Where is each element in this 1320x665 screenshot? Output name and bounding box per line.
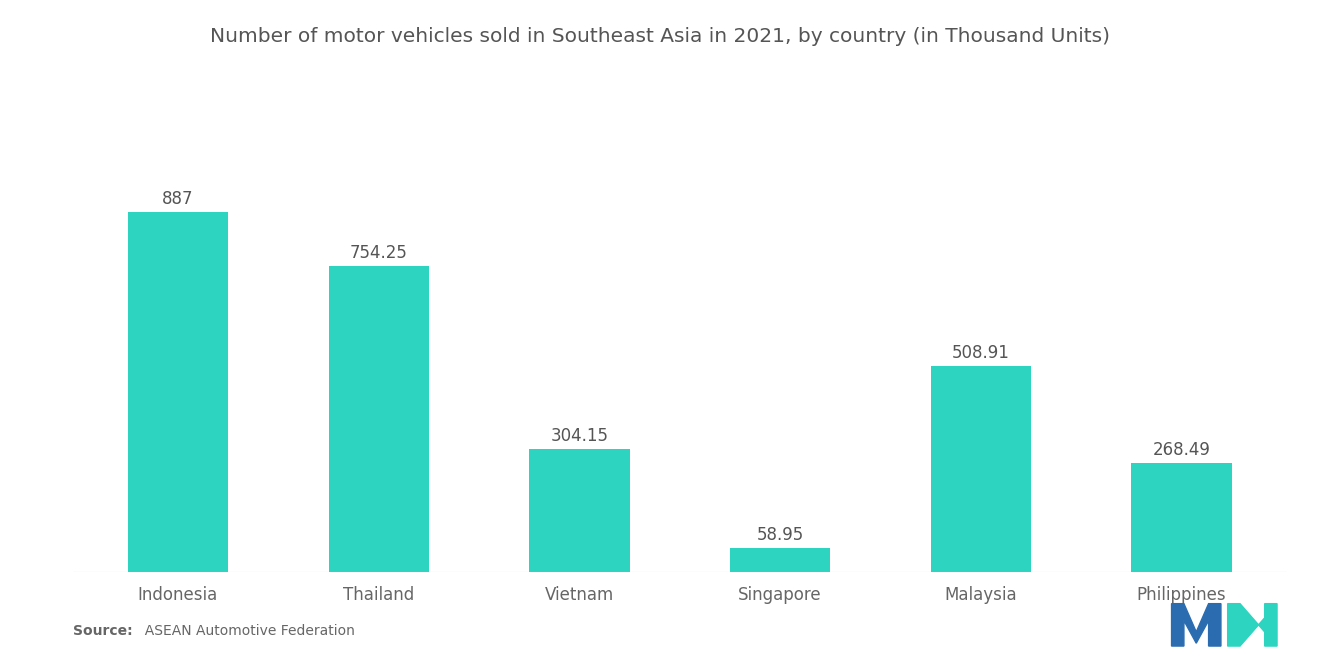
Bar bbox=[730, 548, 830, 572]
Text: 304.15: 304.15 bbox=[550, 426, 609, 445]
Bar bbox=[128, 212, 228, 572]
Bar bbox=[329, 266, 429, 572]
Bar bbox=[1131, 463, 1232, 572]
Polygon shape bbox=[1228, 604, 1276, 646]
Bar bbox=[931, 366, 1031, 572]
Text: Number of motor vehicles sold in Southeast Asia in 2021, by country (in Thousand: Number of motor vehicles sold in Southea… bbox=[210, 27, 1110, 46]
Text: ASEAN Automotive Federation: ASEAN Automotive Federation bbox=[136, 624, 355, 638]
Bar bbox=[529, 449, 630, 572]
Text: 508.91: 508.91 bbox=[952, 344, 1010, 362]
Text: Source:: Source: bbox=[73, 624, 132, 638]
Text: 887: 887 bbox=[162, 190, 194, 208]
Text: 754.25: 754.25 bbox=[350, 244, 408, 262]
Text: 58.95: 58.95 bbox=[756, 526, 804, 544]
Text: 268.49: 268.49 bbox=[1152, 441, 1210, 459]
Polygon shape bbox=[1172, 604, 1221, 646]
